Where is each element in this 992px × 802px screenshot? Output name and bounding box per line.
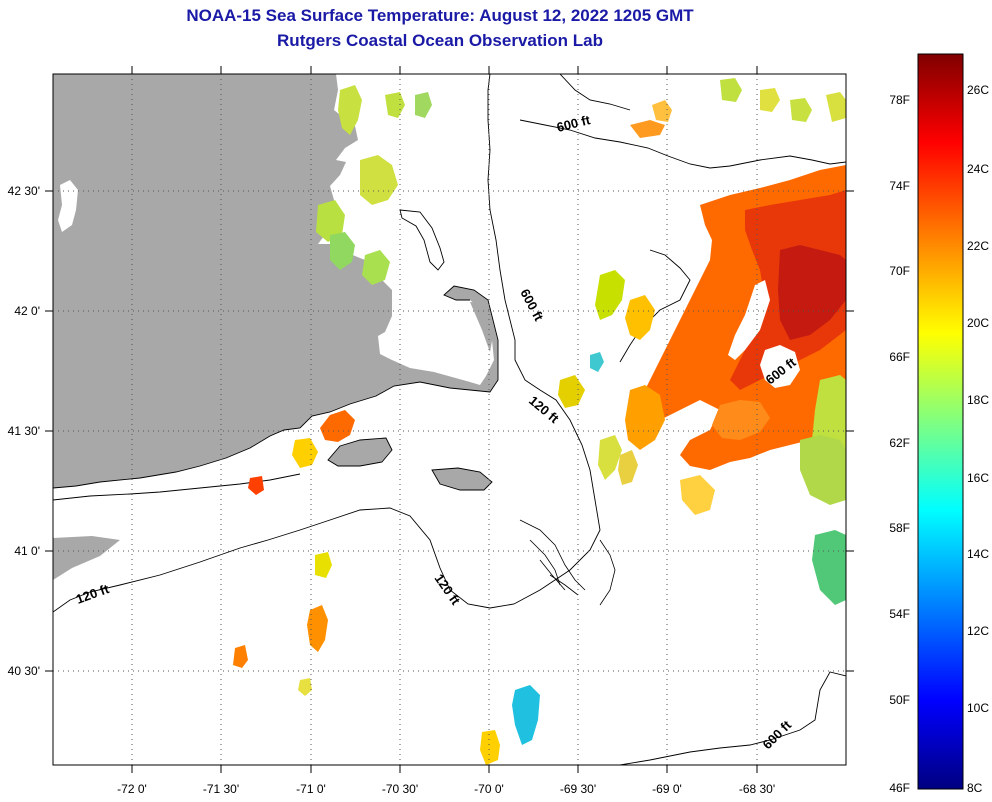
coastline (53, 209, 499, 501)
lat-tick-label: 42 30' (8, 184, 40, 198)
lat-tick-label: 42 0' (14, 304, 40, 318)
colorbar-c-label: 26C (967, 83, 989, 97)
colorbar-f-label: 46F (889, 781, 910, 795)
contour-label-120ft: 120 ft (526, 393, 562, 427)
colorbar-f-label: 66F (889, 350, 910, 364)
lon-tick-label: -69 30' (560, 782, 596, 796)
map-graticule (53, 74, 846, 765)
sst-data-overlay (233, 78, 846, 765)
longitude-axis: -72 0' -71 30' -71 0' -70 30' -70 0' -69… (117, 782, 775, 796)
colorbar-c-label: 12C (967, 624, 989, 638)
colorbar-fahrenheit-labels: 78F 74F 70F 66F 62F 58F 54F 50F 46F (889, 93, 910, 795)
colorbar-f-label: 54F (889, 607, 910, 621)
map-title: NOAA-15 Sea Surface Temperature: August … (186, 6, 694, 25)
colorbar-f-label: 78F (889, 93, 910, 107)
contour-label-600ft: 600 ft (517, 286, 547, 324)
contour-label-120ft: 120 ft (432, 571, 464, 608)
colorbar (917, 53, 964, 790)
lon-tick-label: -69 0' (652, 782, 682, 796)
colorbar-f-label: 50F (889, 693, 910, 707)
lon-tick-label: -70 30' (382, 782, 418, 796)
contour-label-120ft: 120 ft (74, 581, 112, 607)
colorbar-c-label: 8C (967, 781, 983, 795)
latitude-axis: 42 30' 42 0' 41 30' 41 0' 40 30' (8, 184, 40, 678)
shoal-contours (519, 519, 616, 606)
lon-tick-label: -70 0' (474, 782, 504, 796)
lon-tick-label: -71 0' (296, 782, 326, 796)
colorbar-c-label: 16C (967, 471, 989, 485)
colorbar-c-label: 20C (967, 316, 989, 330)
contour-label-600ft: 600 ft (760, 717, 795, 752)
colorbar-celsius-labels: 26C 24C 22C 20C 18C 16C 14C 12C 10C 8C (967, 83, 989, 795)
lat-tick-label: 41 30' (8, 424, 40, 438)
colorbar-f-label: 70F (889, 264, 910, 278)
land-lakes (58, 180, 78, 232)
frame-ticks (45, 66, 854, 773)
colorbar-c-label: 10C (967, 701, 989, 715)
lon-tick-label: -68 30' (739, 782, 775, 796)
map-frame (52, 73, 847, 766)
colorbar-f-label: 58F (889, 521, 910, 535)
colorbar-c-label: 22C (967, 239, 989, 253)
land-mass (53, 74, 498, 580)
lat-tick-label: 40 30' (8, 664, 40, 678)
colorbar-f-label: 62F (889, 436, 910, 450)
map-subtitle: Rutgers Coastal Ocean Observation Lab (277, 31, 603, 50)
colorbar-c-label: 14C (967, 547, 989, 561)
lon-tick-label: -72 0' (117, 782, 147, 796)
colorbar-f-label: 74F (889, 179, 910, 193)
lon-tick-label: -71 30' (203, 782, 239, 796)
lat-tick-label: 41 0' (14, 544, 40, 558)
colorbar-c-label: 24C (967, 162, 989, 176)
colorbar-c-label: 18C (967, 393, 989, 407)
